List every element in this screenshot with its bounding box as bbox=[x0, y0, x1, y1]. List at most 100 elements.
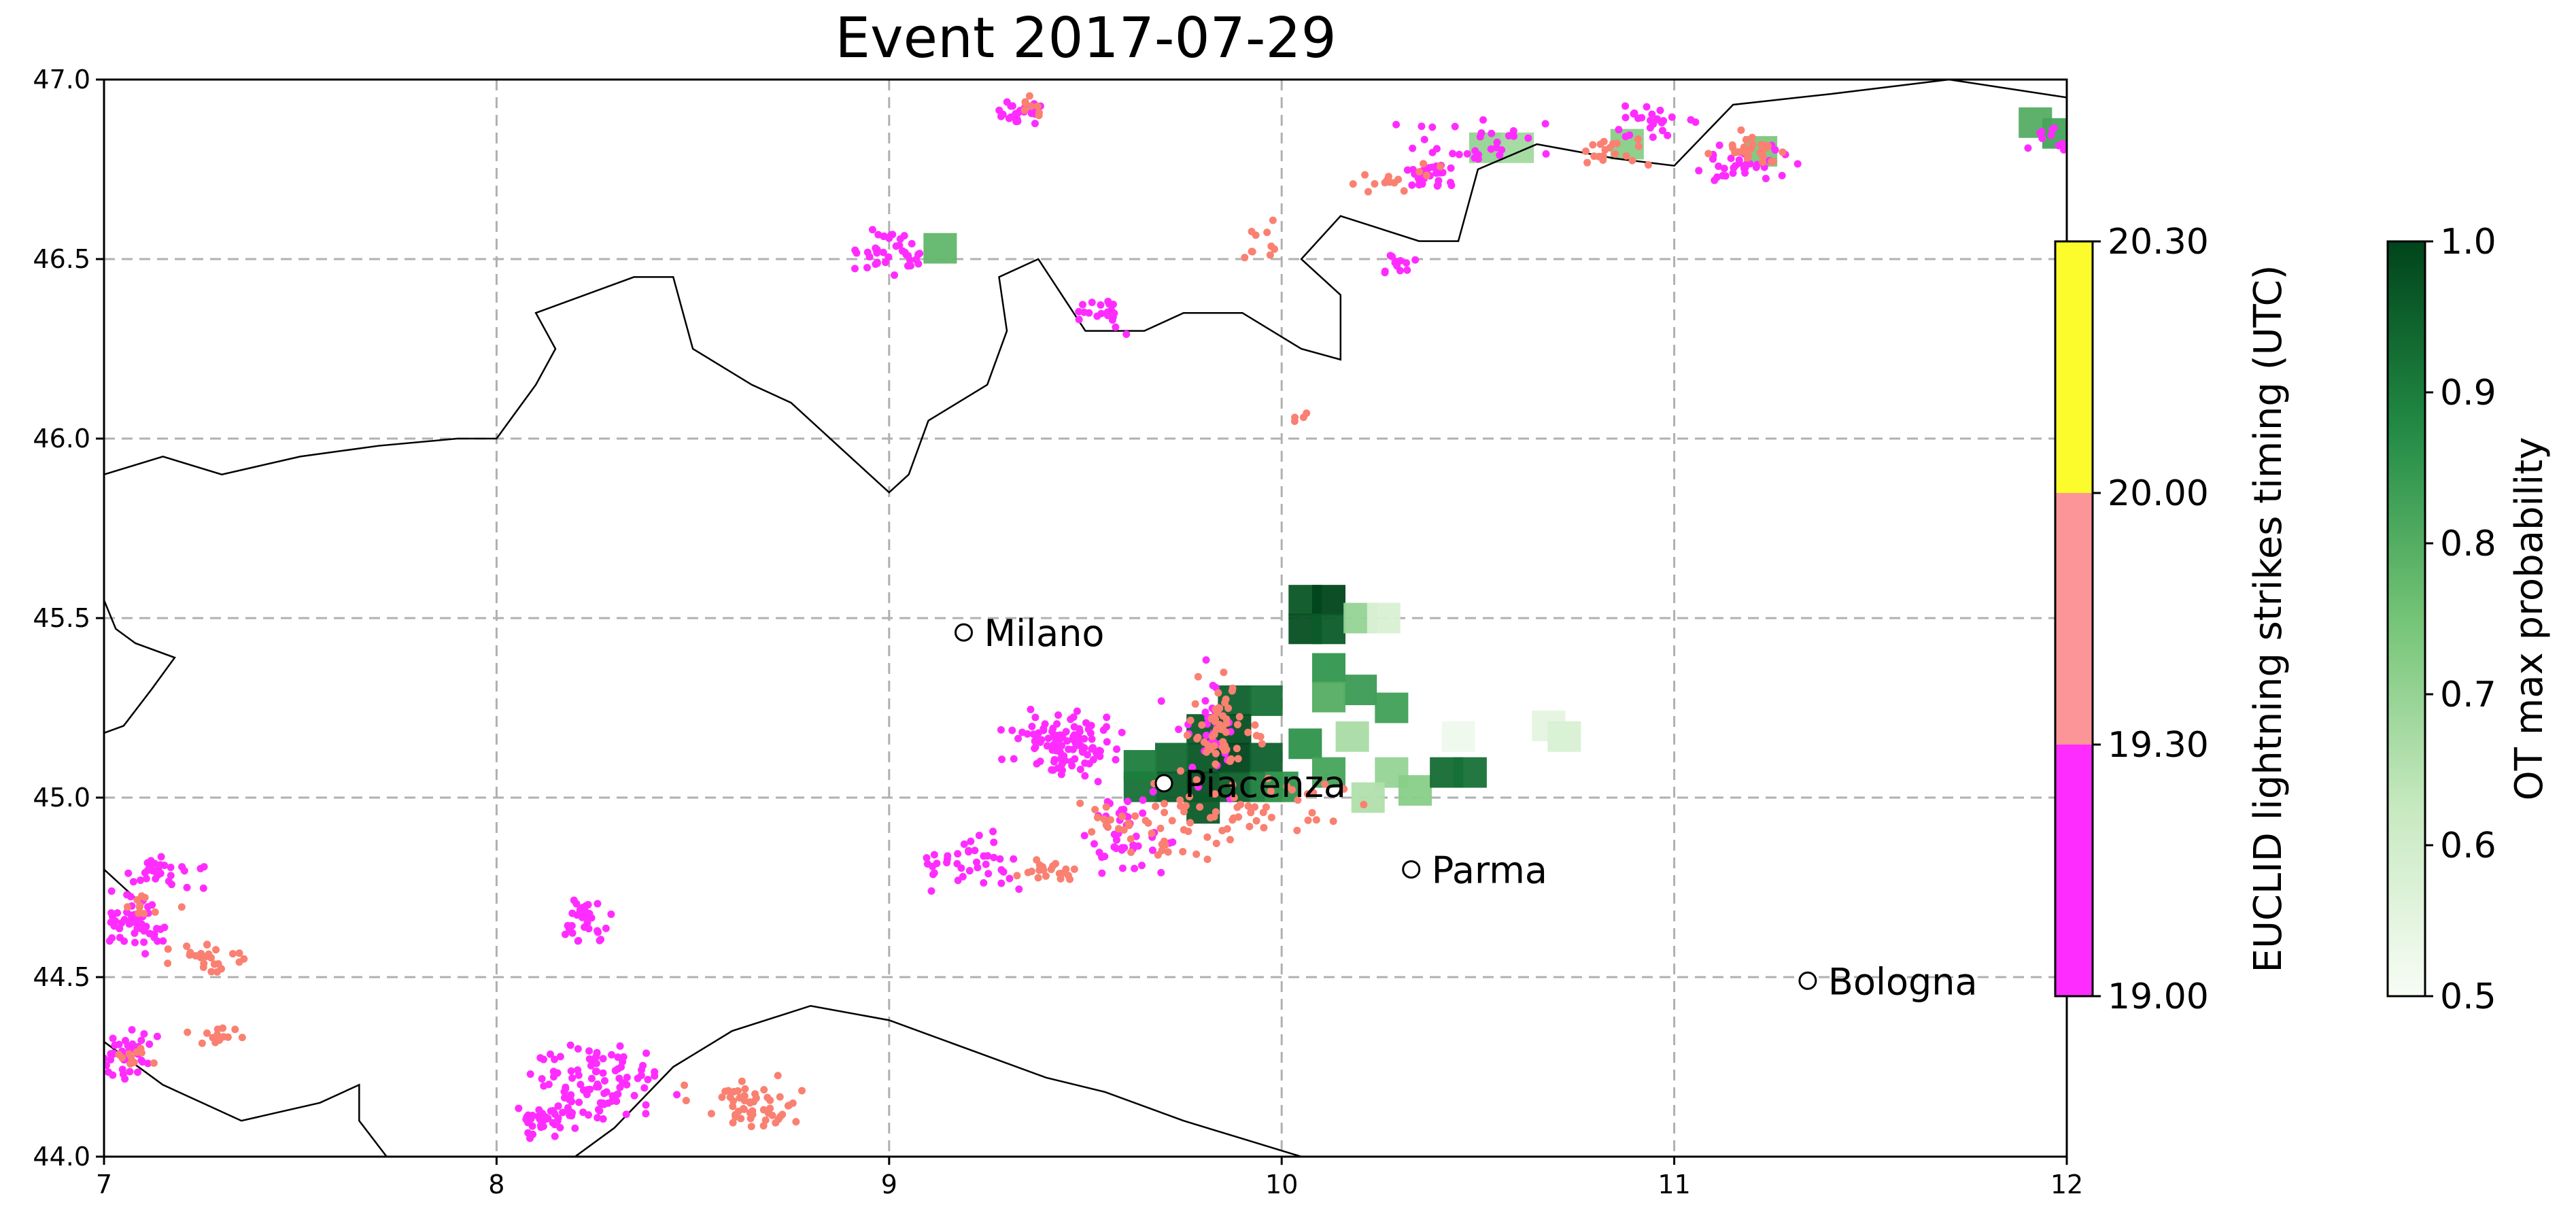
lightning-point bbox=[1114, 825, 1122, 833]
lightning-point bbox=[916, 250, 924, 258]
lightning-point bbox=[160, 862, 169, 870]
lightning-point bbox=[1360, 800, 1368, 808]
lightning-point bbox=[567, 1067, 575, 1075]
ot-cell bbox=[923, 233, 957, 264]
lightning-point bbox=[1748, 133, 1756, 141]
lightning-point bbox=[1186, 716, 1195, 724]
lightning-point bbox=[141, 950, 150, 958]
lightning-point bbox=[1068, 762, 1076, 770]
lightning-point bbox=[1191, 700, 1199, 708]
lightning-point bbox=[1118, 813, 1127, 821]
lightning-point bbox=[759, 1122, 768, 1130]
lightning-point bbox=[178, 863, 186, 871]
lightning-point bbox=[1229, 816, 1237, 824]
lightning-point bbox=[1634, 142, 1643, 150]
lightning-point bbox=[990, 838, 998, 847]
lightning-point bbox=[1088, 744, 1097, 752]
lightning-point bbox=[184, 1028, 192, 1036]
lightning-point bbox=[997, 726, 1005, 734]
lightning-point bbox=[879, 248, 887, 256]
lightning-point bbox=[1741, 164, 1749, 172]
lightning-point bbox=[1210, 730, 1218, 738]
lightning-point bbox=[224, 1033, 232, 1041]
lightning-point bbox=[240, 955, 248, 963]
lightning-point bbox=[138, 1058, 146, 1066]
lightning-point bbox=[198, 1039, 206, 1047]
lightning-point bbox=[740, 1105, 748, 1113]
lightning-point bbox=[760, 1086, 768, 1094]
lightning-point bbox=[1263, 228, 1271, 237]
lightning-point bbox=[594, 928, 602, 936]
lightning-point bbox=[1161, 808, 1169, 817]
lightning-point bbox=[1102, 821, 1110, 829]
lightning-point bbox=[1428, 123, 1437, 131]
lightning-point bbox=[1509, 126, 1517, 135]
ot-cell bbox=[1375, 692, 1409, 723]
lightning-point bbox=[1209, 681, 1217, 689]
lightning-point bbox=[1048, 766, 1056, 774]
lightning-point bbox=[1768, 158, 1776, 166]
lightning-point bbox=[1628, 156, 1636, 165]
lightning-point bbox=[1050, 732, 1058, 740]
lightning-point bbox=[1691, 118, 1700, 126]
lightning-point bbox=[1222, 745, 1231, 753]
lightning-point bbox=[1057, 874, 1065, 883]
lightning-point bbox=[164, 945, 172, 953]
lightning-point bbox=[873, 249, 881, 257]
lightning-point bbox=[1203, 833, 1212, 841]
lightning-point bbox=[140, 938, 148, 947]
lightning-point bbox=[980, 879, 988, 887]
lightning-point bbox=[515, 1104, 523, 1112]
lightning-point bbox=[1422, 171, 1430, 180]
lightning-point bbox=[118, 1054, 126, 1062]
lightning-point bbox=[593, 1068, 601, 1076]
y-tick-label: 45.5 bbox=[33, 603, 90, 633]
lightning-point bbox=[116, 934, 124, 942]
lightning-point bbox=[1008, 102, 1016, 110]
lightning-point bbox=[2059, 139, 2067, 148]
colorbar-tick-label: 19.00 bbox=[2108, 976, 2209, 1017]
lightning-point bbox=[528, 1122, 536, 1130]
lightning-point bbox=[583, 914, 591, 922]
lightning-point bbox=[1076, 766, 1084, 774]
colorbar-tick-label: 0.7 bbox=[2440, 675, 2496, 715]
lightning-point bbox=[584, 1086, 592, 1094]
lightning-point bbox=[929, 862, 937, 870]
lightning-point bbox=[1023, 730, 1031, 738]
lightning-point bbox=[1403, 259, 1411, 267]
lightning-point bbox=[151, 908, 159, 916]
lightning-point bbox=[235, 949, 243, 957]
lightning-point bbox=[1176, 796, 1184, 804]
lightning-point bbox=[1192, 850, 1201, 858]
lightning-point bbox=[1131, 864, 1139, 872]
lightning-point bbox=[1715, 162, 1723, 170]
ot-cell bbox=[1351, 782, 1385, 813]
lightning-point bbox=[957, 864, 965, 872]
y-tick-label: 44.5 bbox=[33, 962, 90, 992]
lightning-point bbox=[1176, 802, 1184, 811]
lightning-point bbox=[1715, 141, 1723, 150]
lightning-point bbox=[1139, 809, 1147, 817]
lightning-point bbox=[1185, 793, 1193, 801]
lightning-point bbox=[579, 1108, 587, 1117]
lightning-point bbox=[1303, 790, 1311, 798]
lightning-point bbox=[1109, 301, 1117, 309]
lightning-point bbox=[1229, 781, 1237, 789]
lightning-point bbox=[581, 923, 589, 932]
lightning-point bbox=[1062, 728, 1070, 736]
lightning-point bbox=[183, 942, 191, 951]
lightning-point bbox=[1101, 852, 1109, 860]
lightning-point bbox=[565, 925, 573, 933]
lightning-point bbox=[1175, 726, 1183, 734]
ot-cell bbox=[1441, 721, 1475, 752]
lightning-point bbox=[599, 1055, 607, 1063]
lightning-point bbox=[1391, 258, 1399, 267]
lightning-point bbox=[159, 937, 167, 945]
lightning-point bbox=[568, 1074, 577, 1082]
lightning-point bbox=[140, 910, 148, 918]
lightning-point bbox=[1505, 132, 1513, 140]
lightning-point bbox=[600, 1077, 608, 1085]
lightning-point bbox=[167, 872, 175, 880]
lightning-point bbox=[143, 859, 152, 867]
lightning-point bbox=[1027, 102, 1035, 110]
